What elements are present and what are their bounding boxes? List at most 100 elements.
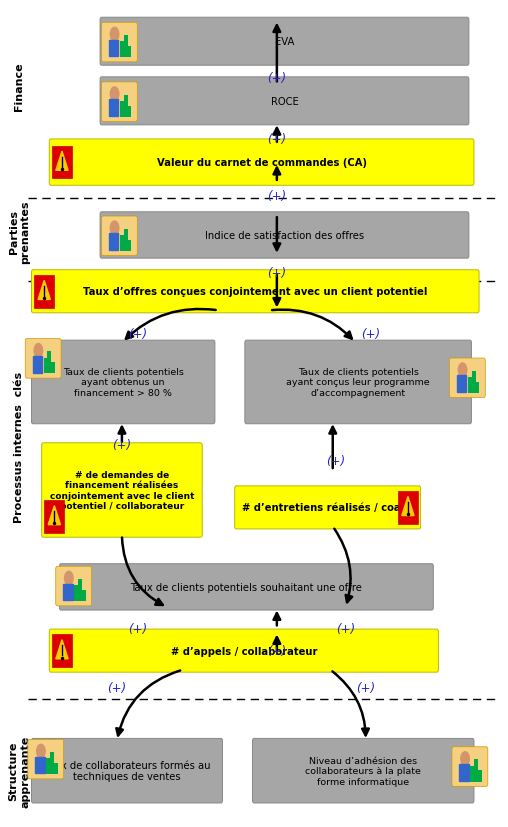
Text: Structure
apprenante: Structure apprenante bbox=[9, 734, 30, 807]
Text: # d’entretiens réalisés / coach: # d’entretiens réalisés / coach bbox=[242, 503, 414, 513]
Text: EVA: EVA bbox=[275, 37, 294, 47]
Text: (+): (+) bbox=[361, 327, 380, 341]
Circle shape bbox=[37, 744, 45, 758]
Circle shape bbox=[110, 28, 119, 42]
FancyBboxPatch shape bbox=[471, 371, 475, 394]
Polygon shape bbox=[402, 497, 414, 516]
FancyBboxPatch shape bbox=[49, 140, 474, 186]
FancyBboxPatch shape bbox=[52, 146, 72, 179]
Text: Taux de clients potentiels souhaitant une offre: Taux de clients potentiels souhaitant un… bbox=[131, 582, 362, 592]
FancyBboxPatch shape bbox=[478, 771, 482, 782]
FancyBboxPatch shape bbox=[475, 382, 480, 394]
FancyBboxPatch shape bbox=[50, 752, 54, 774]
Text: # d’appels / collaborateur: # d’appels / collaborateur bbox=[171, 646, 317, 656]
FancyBboxPatch shape bbox=[52, 634, 72, 667]
FancyBboxPatch shape bbox=[124, 36, 128, 58]
Text: # de demandes de
financement réalisées
conjointement avec le client
potentiel / : # de demandes de financement réalisées c… bbox=[50, 471, 194, 510]
FancyBboxPatch shape bbox=[78, 579, 82, 601]
FancyBboxPatch shape bbox=[452, 747, 488, 786]
FancyBboxPatch shape bbox=[128, 107, 132, 117]
FancyBboxPatch shape bbox=[100, 78, 469, 126]
FancyBboxPatch shape bbox=[100, 213, 469, 259]
FancyBboxPatch shape bbox=[102, 217, 137, 256]
FancyBboxPatch shape bbox=[100, 18, 469, 66]
Text: ROCE: ROCE bbox=[271, 97, 298, 107]
FancyBboxPatch shape bbox=[56, 566, 91, 606]
FancyBboxPatch shape bbox=[120, 42, 124, 58]
Text: (+): (+) bbox=[267, 132, 287, 146]
Text: (+): (+) bbox=[112, 438, 132, 452]
FancyBboxPatch shape bbox=[102, 23, 137, 63]
Text: Taux de collaborateurs formés au
techniques de ventes: Taux de collaborateurs formés au techniq… bbox=[44, 760, 210, 782]
Circle shape bbox=[110, 88, 119, 102]
FancyBboxPatch shape bbox=[59, 564, 433, 610]
Polygon shape bbox=[457, 375, 466, 393]
Polygon shape bbox=[56, 640, 68, 659]
Text: Taux de clients potentiels
ayant obtenus un
financement > 80 %: Taux de clients potentiels ayant obtenus… bbox=[63, 368, 183, 397]
FancyBboxPatch shape bbox=[34, 275, 54, 308]
Polygon shape bbox=[109, 100, 118, 117]
FancyBboxPatch shape bbox=[42, 443, 202, 538]
FancyBboxPatch shape bbox=[128, 241, 132, 251]
Polygon shape bbox=[109, 234, 118, 251]
Polygon shape bbox=[38, 281, 50, 300]
FancyBboxPatch shape bbox=[44, 500, 65, 533]
FancyBboxPatch shape bbox=[252, 739, 474, 803]
FancyBboxPatch shape bbox=[474, 759, 478, 782]
FancyBboxPatch shape bbox=[28, 739, 64, 779]
FancyBboxPatch shape bbox=[398, 491, 418, 524]
FancyBboxPatch shape bbox=[54, 763, 58, 774]
FancyBboxPatch shape bbox=[74, 586, 78, 601]
FancyBboxPatch shape bbox=[31, 341, 215, 424]
Text: Parties
prenantes: Parties prenantes bbox=[9, 200, 30, 263]
Polygon shape bbox=[56, 152, 68, 171]
Text: Valeur du carnet de commandes (CA): Valeur du carnet de commandes (CA) bbox=[156, 158, 367, 168]
Text: Taux d’offres conçues conjointement avec un client potentiel: Taux d’offres conçues conjointement avec… bbox=[83, 287, 427, 297]
FancyBboxPatch shape bbox=[51, 363, 55, 374]
Text: (+): (+) bbox=[336, 622, 355, 635]
Circle shape bbox=[461, 752, 469, 766]
FancyBboxPatch shape bbox=[124, 95, 128, 117]
FancyBboxPatch shape bbox=[25, 339, 61, 379]
Text: (+): (+) bbox=[326, 454, 345, 467]
Text: (+): (+) bbox=[267, 644, 287, 657]
Text: (+): (+) bbox=[267, 72, 287, 85]
Polygon shape bbox=[109, 41, 118, 57]
Text: (+): (+) bbox=[356, 681, 375, 695]
Text: (+): (+) bbox=[128, 327, 147, 341]
FancyBboxPatch shape bbox=[120, 102, 124, 117]
Text: (+): (+) bbox=[128, 622, 147, 635]
FancyBboxPatch shape bbox=[31, 739, 223, 803]
Circle shape bbox=[110, 222, 119, 236]
Polygon shape bbox=[35, 757, 45, 773]
Text: (+): (+) bbox=[267, 266, 287, 280]
Circle shape bbox=[34, 344, 43, 358]
Text: (+): (+) bbox=[107, 681, 126, 695]
FancyBboxPatch shape bbox=[470, 766, 474, 782]
FancyBboxPatch shape bbox=[450, 359, 485, 398]
Text: Taux de clients potentiels
ayant conçus leur programme
d’accompagnement: Taux de clients potentiels ayant conçus … bbox=[287, 368, 430, 397]
FancyBboxPatch shape bbox=[31, 270, 479, 313]
FancyBboxPatch shape bbox=[124, 229, 128, 251]
FancyBboxPatch shape bbox=[44, 358, 48, 374]
FancyBboxPatch shape bbox=[82, 590, 86, 601]
FancyBboxPatch shape bbox=[235, 486, 421, 529]
Text: Finance: Finance bbox=[14, 63, 24, 111]
FancyBboxPatch shape bbox=[48, 351, 51, 374]
FancyBboxPatch shape bbox=[120, 236, 124, 251]
FancyBboxPatch shape bbox=[245, 341, 471, 424]
Circle shape bbox=[65, 571, 73, 586]
Text: Indice de satisfaction des offres: Indice de satisfaction des offres bbox=[205, 231, 364, 241]
Polygon shape bbox=[33, 356, 42, 373]
FancyBboxPatch shape bbox=[49, 629, 438, 672]
Polygon shape bbox=[459, 764, 469, 781]
Text: (+): (+) bbox=[267, 189, 287, 203]
Polygon shape bbox=[48, 506, 60, 525]
Text: Processus internes  clés: Processus internes clés bbox=[14, 371, 24, 522]
FancyBboxPatch shape bbox=[468, 377, 472, 394]
Polygon shape bbox=[63, 584, 73, 600]
Circle shape bbox=[458, 364, 467, 377]
FancyBboxPatch shape bbox=[102, 83, 137, 122]
FancyBboxPatch shape bbox=[128, 47, 132, 58]
FancyBboxPatch shape bbox=[46, 758, 50, 774]
